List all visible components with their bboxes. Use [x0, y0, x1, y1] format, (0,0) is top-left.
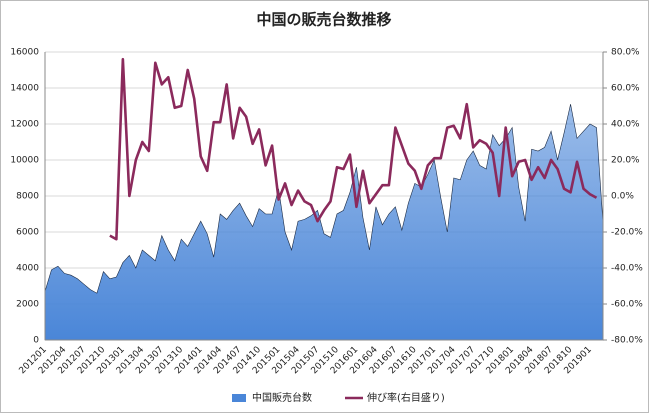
y-tick-label: 4000 — [16, 264, 39, 274]
y2-tick-label: -40.0% — [611, 264, 643, 274]
y-tick-label: 14000 — [10, 84, 39, 94]
y2-tick-label: -60.0% — [611, 300, 643, 310]
y2-tick-label: -80.0% — [611, 336, 643, 346]
y2-tick-label: 0.0% — [611, 192, 634, 202]
y2-tick-label: 80.0% — [611, 48, 640, 58]
y-tick-label: 0 — [33, 336, 39, 346]
area — [44, 104, 604, 341]
y-tick-label: 12000 — [10, 120, 39, 130]
y-tick-label: 8000 — [16, 192, 39, 202]
chart-title: 中国の販売台数推移 — [256, 11, 391, 29]
line — [109, 57, 598, 241]
y-tick-label: 2000 — [16, 300, 39, 310]
y2-tick-label: 20.0% — [611, 156, 640, 166]
legend-label: 伸び率(右目盛り) — [367, 391, 445, 404]
y2-tick-label: 60.0% — [611, 84, 640, 94]
legend-label: 中国販売台数 — [252, 391, 312, 404]
y-tick-label: 16000 — [10, 48, 39, 58]
y-tick-label: 10000 — [10, 156, 39, 166]
y2-tick-label: -20.0% — [611, 228, 643, 238]
legend-swatch — [232, 394, 246, 402]
y2-tick-label: 40.0% — [611, 120, 640, 130]
y-tick-label: 6000 — [16, 228, 39, 238]
